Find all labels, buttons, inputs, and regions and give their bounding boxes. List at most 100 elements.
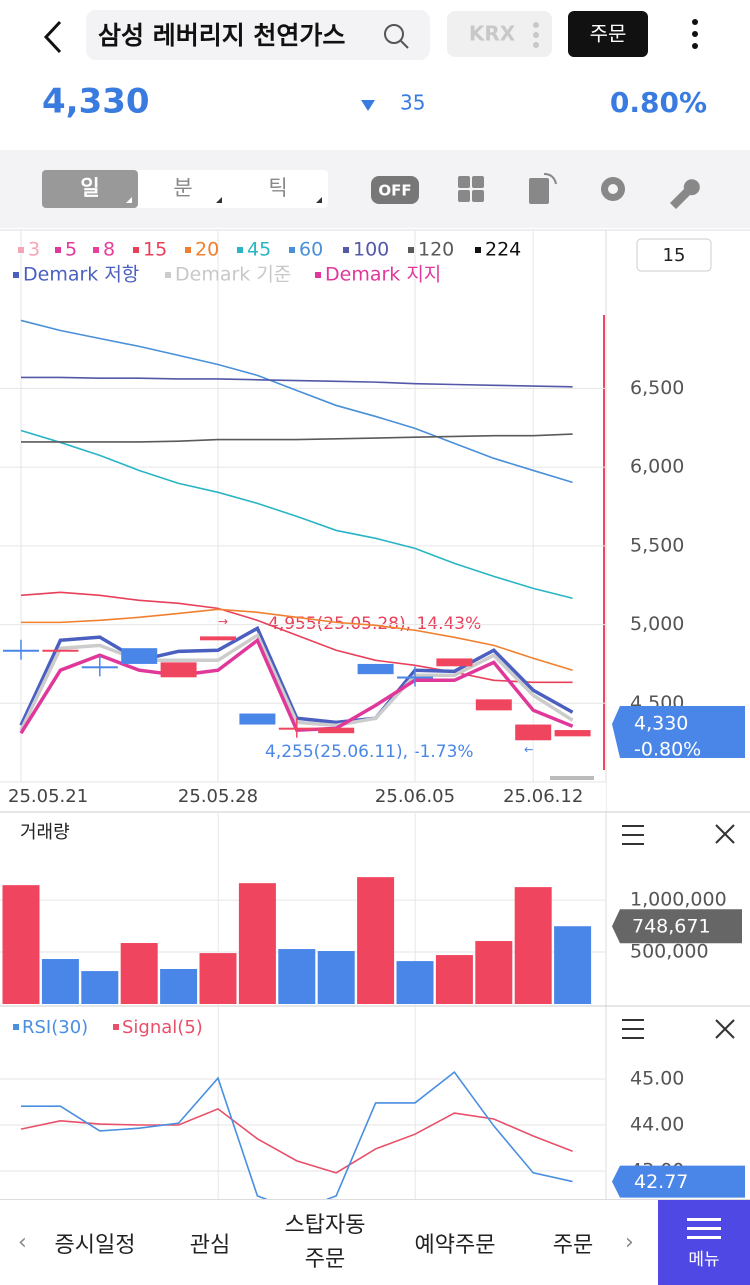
- legend-label: 3: [28, 239, 40, 261]
- x-axis: [0, 782, 606, 812]
- rate: 0.80%: [610, 86, 707, 119]
- panel-close[interactable]: [715, 824, 735, 844]
- legend-label: Signal(5): [122, 1017, 203, 1038]
- nav-divider: [0, 1199, 750, 1200]
- legend-swatch: [408, 247, 414, 253]
- panel-title: 거래량: [20, 822, 70, 843]
- legend-label: 60: [299, 239, 323, 261]
- tool-icon[interactable]: [670, 179, 700, 209]
- volume-bar: [514, 887, 552, 1004]
- y-tick-label: 500,000: [630, 941, 709, 963]
- legend-swatch: [475, 247, 481, 253]
- back-button[interactable]: [43, 20, 62, 54]
- legend-label: 100: [353, 239, 389, 261]
- nav-item[interactable]: 주문: [552, 1232, 594, 1258]
- volume-bar: [317, 951, 355, 1004]
- y-tick-label: 44.00: [630, 1114, 684, 1136]
- legend-swatch: [13, 1024, 19, 1030]
- period-label: 15: [663, 245, 686, 266]
- panel-close[interactable]: [715, 1019, 735, 1039]
- ma-line: [21, 376, 573, 388]
- rotate-icon[interactable]: [529, 178, 549, 204]
- volume-bar: [2, 885, 40, 1004]
- x-tick-label: 25.06.05: [375, 786, 455, 807]
- dot: [533, 22, 539, 28]
- period-box[interactable]: [636, 238, 712, 272]
- candle: [357, 663, 394, 675]
- nav-next[interactable]: ›: [625, 1230, 634, 1255]
- x-tick-label: 25.06.12: [503, 786, 583, 807]
- exchange-button[interactable]: [447, 11, 552, 57]
- volume-bar: [199, 953, 237, 1004]
- rotate-arrow: [543, 173, 557, 185]
- ma-line: [19, 625, 574, 727]
- settings-hole: [608, 184, 618, 194]
- legend-label: 120: [418, 239, 454, 261]
- legend-label: 45: [247, 239, 271, 261]
- legend-label: Demark 지지: [325, 264, 441, 286]
- candle: [318, 727, 355, 734]
- legend-swatch: [165, 272, 171, 278]
- last-change-label: -0.80%: [634, 739, 701, 761]
- tab[interactable]: 틱: [268, 176, 287, 200]
- volume-bar: [120, 943, 158, 1004]
- plot: [20, 1070, 573, 1199]
- indicator-line: [21, 1070, 573, 1199]
- y-tick-label: 5,500: [630, 534, 684, 556]
- legend-swatch: [315, 272, 321, 278]
- nav-item[interactable]: 관심: [189, 1232, 231, 1258]
- order-button[interactable]: [568, 11, 648, 57]
- exchange-label: KRX: [469, 22, 516, 46]
- tab-caret: [316, 197, 322, 203]
- nav-item[interactable]: 증시일정: [54, 1232, 136, 1258]
- search-icon: [400, 40, 409, 49]
- nav-item[interactable]: 스탑자동 주문: [270, 1200, 380, 1285]
- arrow: ←: [524, 743, 534, 757]
- volume-bar: [554, 926, 592, 1004]
- tab[interactable]: 분: [173, 176, 192, 200]
- legend-swatch: [133, 247, 139, 253]
- tab-caret: [126, 197, 132, 203]
- search-box[interactable]: [86, 10, 430, 60]
- menu-button[interactable]: 메뉴: [658, 1200, 750, 1285]
- scroll-bar[interactable]: [550, 776, 594, 780]
- tab[interactable]: 일: [80, 176, 99, 200]
- dot[interactable]: [692, 19, 698, 25]
- charts: 15 4,955(25.05.28), 14.43% → 4,255(25.06…: [0, 229, 750, 1200]
- tab-selected[interactable]: [42, 170, 138, 208]
- panel-menu[interactable]: [622, 825, 644, 845]
- dot: [533, 32, 539, 38]
- y-tick-label: 45.00: [630, 1068, 684, 1090]
- legend-label: 8: [103, 239, 115, 261]
- legend-swatch: [343, 247, 349, 253]
- legend-label: 5: [65, 239, 77, 261]
- legend-swatch: [18, 247, 24, 253]
- title: 삼성 레버리지 천연가스: [98, 21, 346, 50]
- candle: [436, 658, 473, 667]
- legend-label: Demark 저항: [23, 264, 139, 286]
- high-annotation: 4,955(25.05.28), 14.43%: [268, 614, 481, 634]
- legend-label: 15: [143, 239, 167, 261]
- arrow: →: [218, 615, 228, 629]
- panel-menu[interactable]: [622, 1019, 644, 1039]
- volume-bar: [81, 971, 119, 1004]
- nav-item[interactable]: 예약주문: [414, 1232, 496, 1258]
- y-tick-label: 1,000,000: [630, 889, 727, 911]
- last-value-label: 4,330: [634, 713, 688, 735]
- legend-swatch: [55, 247, 61, 253]
- layout-icon[interactable]: [458, 176, 484, 202]
- x-tick-label: 25.05.28: [178, 786, 258, 807]
- off-label: OFF: [378, 182, 411, 200]
- volume-bar: [278, 949, 316, 1004]
- ma-line: [21, 608, 573, 671]
- search-icon[interactable]: [384, 24, 404, 44]
- y-tick-label: 6,000: [630, 456, 684, 478]
- ma-line: [20, 319, 573, 484]
- last-value-tag: [612, 1165, 745, 1198]
- candle: [475, 699, 512, 711]
- y-tick-label: 6,500: [630, 377, 684, 399]
- nav-prev[interactable]: ‹: [18, 1230, 27, 1255]
- last-value-label: 748,671: [632, 916, 711, 938]
- off-toggle[interactable]: [371, 176, 419, 204]
